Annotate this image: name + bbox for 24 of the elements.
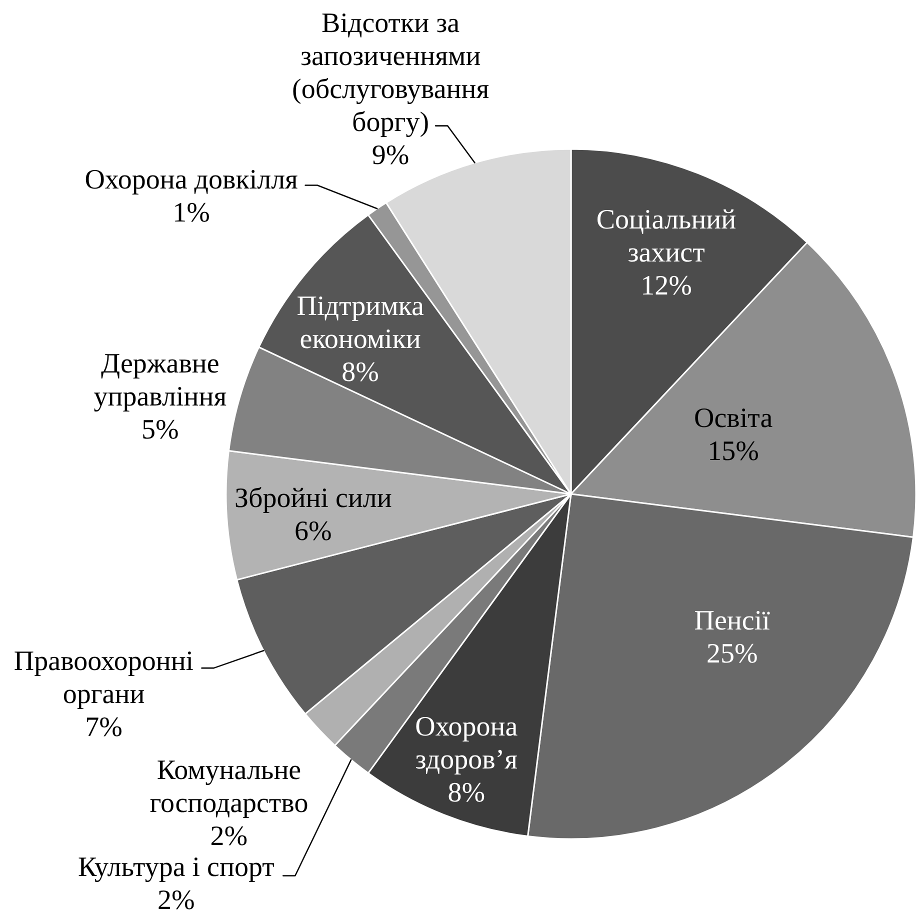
data-label: 6% [294,516,332,548]
data-label: 12% [640,270,692,302]
data-label: 5% [142,414,179,446]
slice-label: Підтримка економіки [296,291,424,356]
slice-label: Культура і спорт [78,852,274,884]
slice-label: Пенсії [694,606,770,637]
slice-label: Освіта [694,403,774,434]
slice-label: Охорона здоров’я [415,712,518,776]
slice-label: Державне управління [94,348,227,413]
slice-label: Відсотки за запозиченнями (обслуговування боргу) [292,8,490,138]
data-label: 8% [342,357,379,388]
data-label: 2% [210,821,248,852]
data-label: 8% [448,778,486,809]
slice-label: Правоохоронні органи [14,646,194,710]
data-label: 7% [85,712,122,744]
slice-label: Охорона довкілля [84,164,298,196]
data-label: 9% [372,140,410,171]
data-label: 15% [708,436,759,468]
data-label: 25% [706,638,758,670]
slice-label: Комунальне господарство [150,755,308,820]
slice-label: Збройні сили [234,483,392,514]
slice-label: Соціальний захист [596,204,736,268]
data-label: 2% [157,885,195,916]
data-label: 1% [172,198,210,229]
